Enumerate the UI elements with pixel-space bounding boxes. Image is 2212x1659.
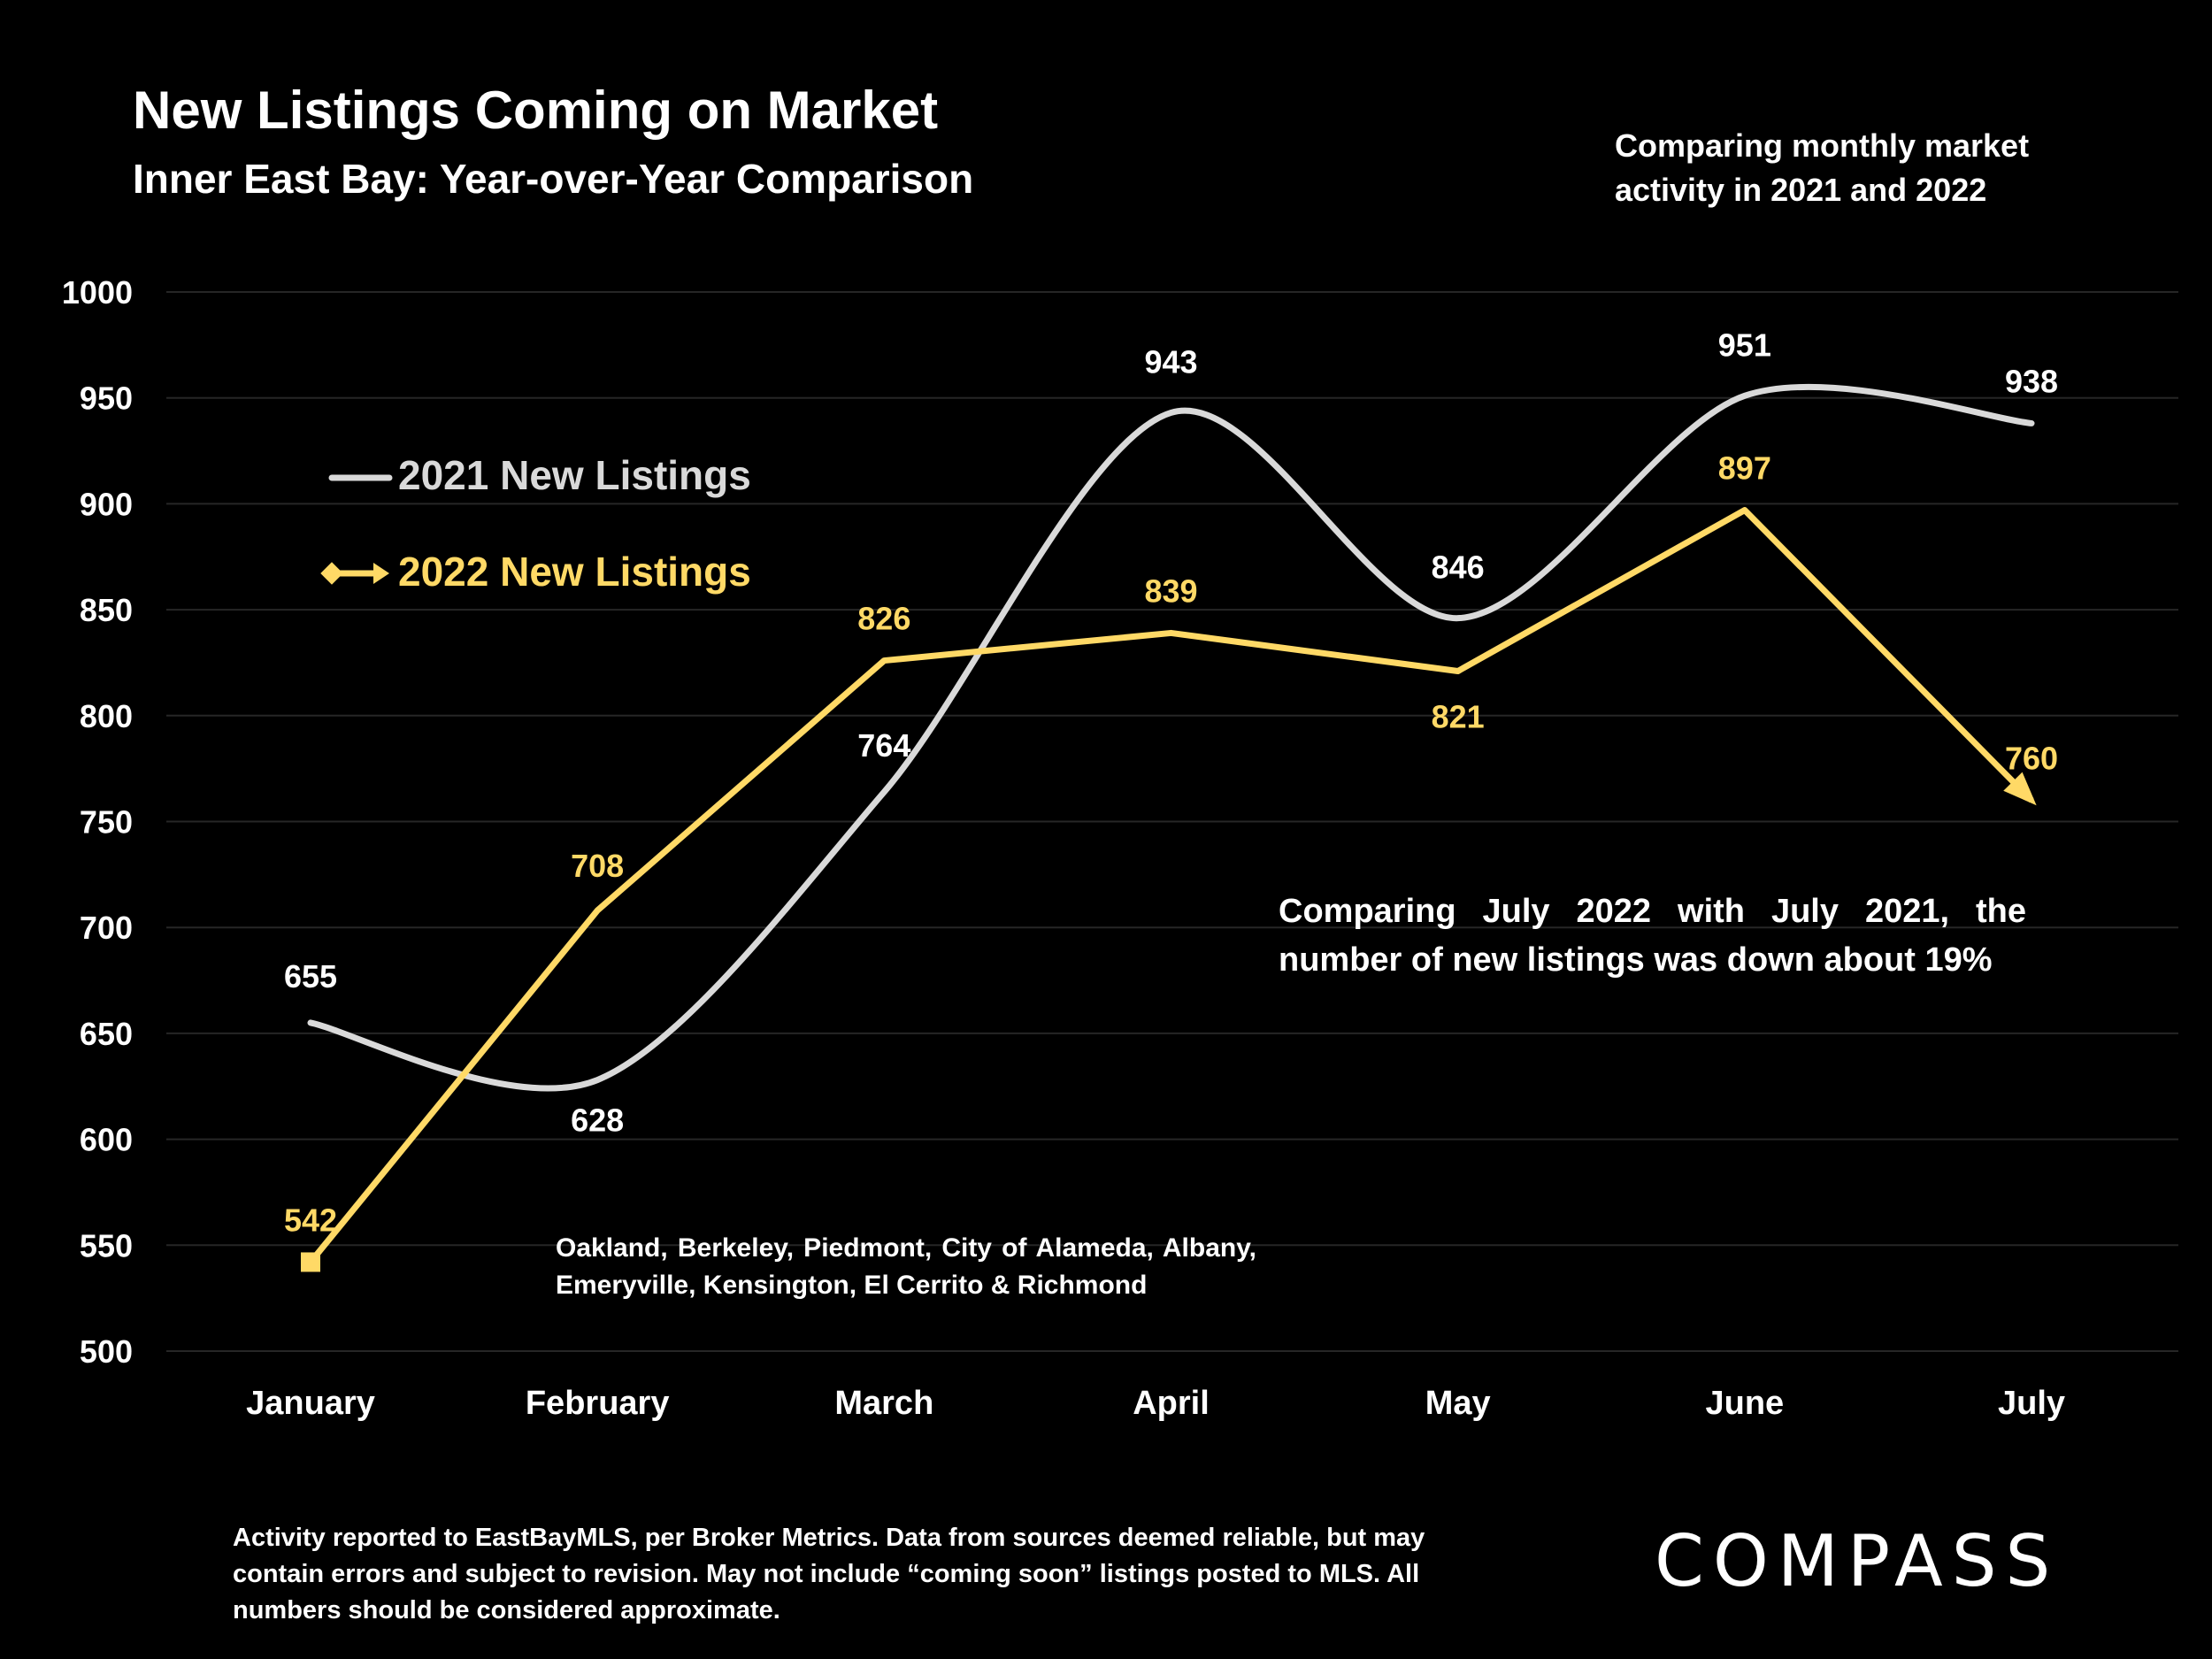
july-comparison-callout: Comparing July 2022 with July 2021, the … bbox=[1279, 893, 2026, 979]
y-tick-label: 500 bbox=[80, 1333, 133, 1370]
chart-title: New Listings Coming on Market bbox=[133, 81, 939, 140]
data-label-2022: 826 bbox=[857, 601, 910, 637]
y-tick-label: 900 bbox=[80, 486, 133, 522]
compass-logo: COMPASS bbox=[1655, 1520, 2060, 1602]
x-tick-label: June bbox=[1705, 1385, 1784, 1422]
data-label-2021: 628 bbox=[571, 1102, 624, 1139]
series-2022-start-marker bbox=[301, 1252, 320, 1272]
data-label-2022: 708 bbox=[571, 848, 624, 884]
x-tick-label: April bbox=[1133, 1385, 1210, 1422]
y-tick-label: 950 bbox=[80, 380, 133, 417]
data-label-2022: 760 bbox=[2005, 741, 2058, 777]
data-label-2021: 655 bbox=[284, 958, 337, 995]
source-footnote: Activity reported to EastBayMLS, per Bro… bbox=[233, 1524, 1425, 1624]
series-2021-line bbox=[307, 383, 2035, 1092]
data-label-2022: 897 bbox=[1718, 450, 1771, 487]
legend-2022-arrow bbox=[373, 563, 389, 584]
data-label-2022: 821 bbox=[1432, 699, 1485, 735]
y-tick-label: 750 bbox=[80, 804, 133, 841]
legend-2022-diamond bbox=[320, 562, 343, 585]
x-tick-label: January bbox=[246, 1385, 375, 1422]
x-tick-label: March bbox=[834, 1385, 933, 1422]
data-label-2022: 839 bbox=[1144, 572, 1197, 609]
y-tick-label: 850 bbox=[80, 592, 133, 628]
data-label-2021: 938 bbox=[2005, 363, 2058, 399]
series-2022-line bbox=[308, 507, 2034, 1264]
y-tick-label: 650 bbox=[80, 1016, 133, 1052]
series-2022-end-arrow bbox=[2003, 772, 2037, 806]
y-tick-label: 800 bbox=[80, 698, 133, 734]
x-tick-label: May bbox=[1425, 1385, 1491, 1422]
y-tick-label: 550 bbox=[80, 1227, 133, 1263]
x-tick-label: July bbox=[1998, 1385, 2065, 1422]
legend-2022-label: 2022 New Listings bbox=[398, 549, 751, 595]
y-tick-label: 700 bbox=[80, 910, 133, 946]
y-tick-label: 1000 bbox=[62, 274, 133, 311]
data-label-2022: 542 bbox=[284, 1202, 337, 1238]
y-tick-label: 600 bbox=[80, 1122, 133, 1158]
legend-2021-label: 2021 New Listings bbox=[398, 452, 751, 498]
x-tick-label: February bbox=[526, 1385, 670, 1422]
comparison-note: Comparing monthly market activity in 202… bbox=[1615, 127, 2030, 208]
area-list-note: Oakland, Berkeley, Piedmont, City of Ala… bbox=[556, 1233, 1256, 1300]
data-label-2021: 764 bbox=[857, 727, 910, 764]
data-label-2021: 943 bbox=[1144, 343, 1197, 380]
data-label-2021: 846 bbox=[1432, 549, 1485, 586]
chart-subtitle: Inner East Bay: Year-over-Year Compariso… bbox=[133, 156, 974, 202]
data-label-2021: 951 bbox=[1718, 326, 1771, 363]
